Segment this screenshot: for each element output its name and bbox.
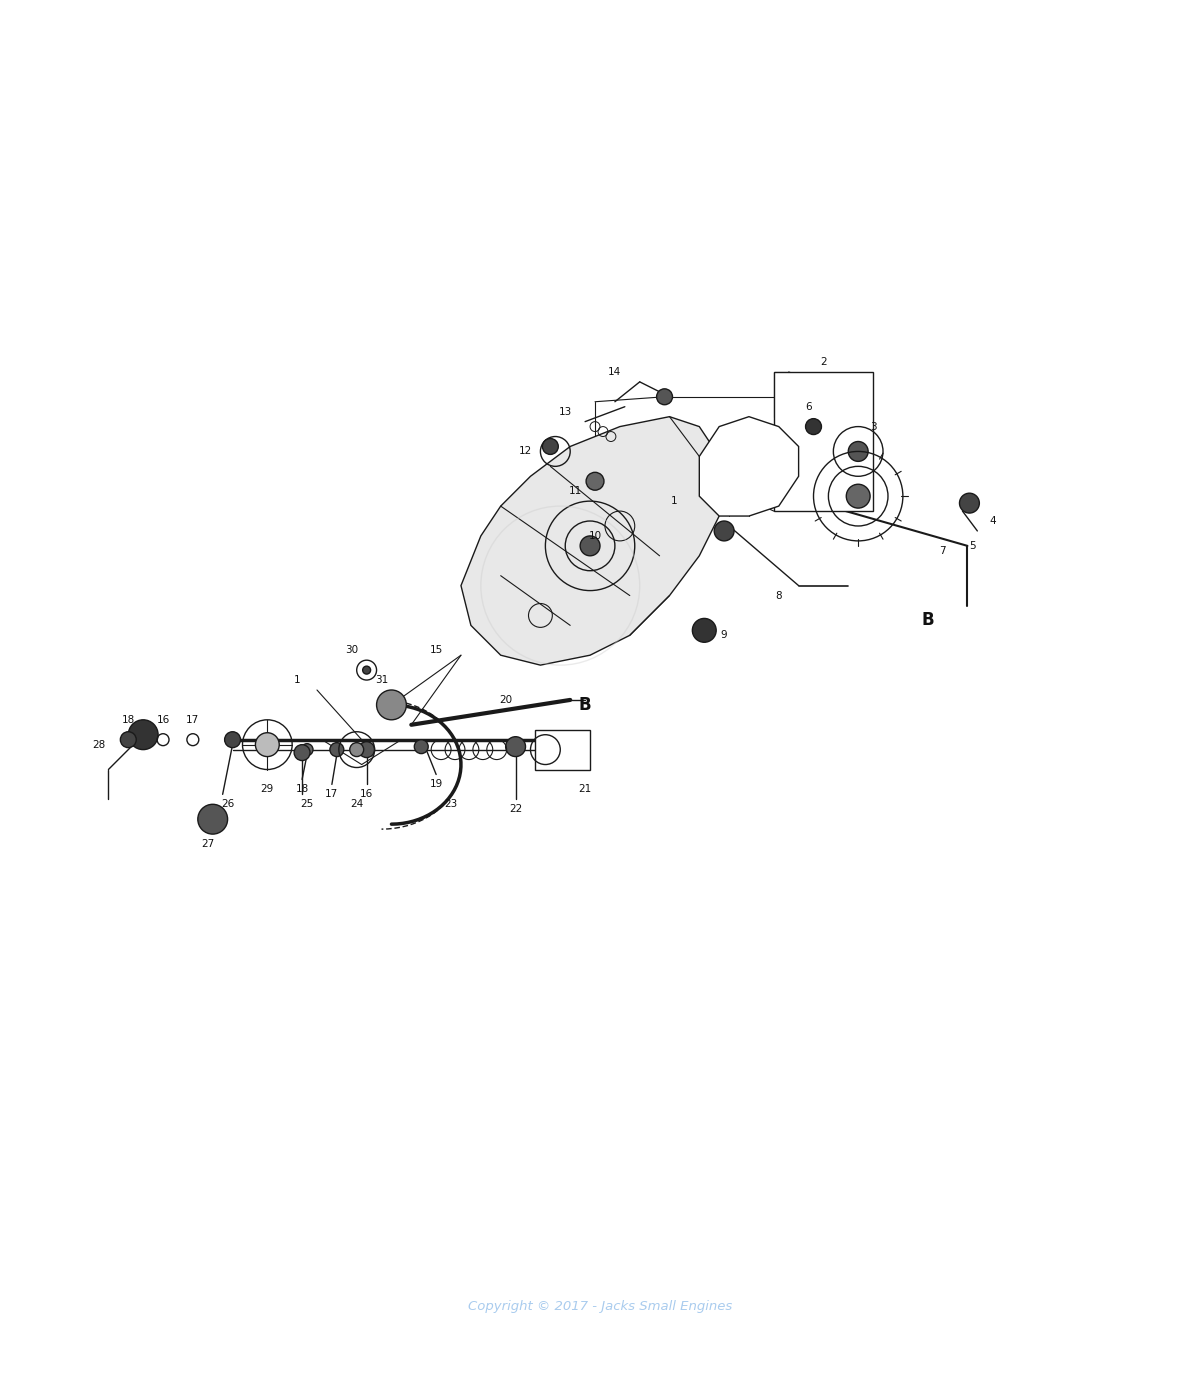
- Circle shape: [120, 732, 137, 748]
- Bar: [535, 730, 590, 770]
- Circle shape: [714, 521, 734, 540]
- Text: 20: 20: [499, 694, 512, 705]
- Circle shape: [330, 742, 343, 756]
- Text: 17: 17: [325, 789, 338, 799]
- Text: 19: 19: [430, 780, 443, 789]
- Text: 31: 31: [374, 675, 388, 685]
- Text: 12: 12: [518, 447, 532, 456]
- Circle shape: [805, 418, 822, 434]
- Text: 18: 18: [121, 715, 134, 725]
- Bar: [774, 371, 874, 512]
- Text: 4: 4: [989, 516, 996, 527]
- Text: B: B: [578, 696, 592, 714]
- Text: 6: 6: [805, 402, 812, 411]
- Text: 25: 25: [300, 799, 313, 810]
- Circle shape: [362, 666, 371, 674]
- Circle shape: [198, 804, 228, 835]
- Circle shape: [359, 741, 374, 758]
- Text: 7: 7: [940, 546, 946, 556]
- Circle shape: [301, 744, 313, 756]
- Text: 8: 8: [775, 590, 782, 601]
- Text: Copyright © 2017 - Jacks Small Engines: Copyright © 2017 - Jacks Small Engines: [468, 1299, 732, 1313]
- Text: ©: ©: [556, 591, 564, 600]
- Text: 9: 9: [721, 630, 727, 641]
- Text: 11: 11: [569, 487, 582, 496]
- Text: JACKS: JACKS: [540, 564, 581, 578]
- Circle shape: [377, 690, 407, 719]
- Circle shape: [294, 745, 310, 760]
- Text: B: B: [922, 612, 934, 630]
- Text: 17: 17: [186, 715, 199, 725]
- Circle shape: [848, 441, 868, 462]
- Circle shape: [224, 732, 240, 748]
- Circle shape: [414, 740, 428, 754]
- Circle shape: [586, 472, 604, 491]
- Text: 23: 23: [444, 799, 457, 810]
- Text: 21: 21: [578, 784, 592, 795]
- Text: 3: 3: [870, 422, 876, 432]
- Text: 27: 27: [202, 839, 215, 848]
- Text: 28: 28: [92, 740, 106, 749]
- Text: 13: 13: [559, 407, 572, 417]
- Text: 2: 2: [820, 358, 827, 367]
- Circle shape: [505, 737, 526, 756]
- Circle shape: [128, 719, 158, 749]
- Text: 5: 5: [970, 540, 976, 551]
- Text: 1: 1: [671, 496, 678, 506]
- Text: 10: 10: [588, 531, 601, 540]
- Polygon shape: [461, 417, 719, 666]
- Text: 22: 22: [509, 804, 522, 814]
- Circle shape: [960, 494, 979, 513]
- Text: 14: 14: [608, 367, 622, 377]
- Text: 16: 16: [156, 715, 169, 725]
- Polygon shape: [700, 417, 799, 516]
- Circle shape: [580, 536, 600, 556]
- Text: 29: 29: [260, 784, 274, 795]
- Text: 1: 1: [294, 675, 300, 685]
- Text: 30: 30: [346, 645, 359, 656]
- Text: 18: 18: [295, 784, 308, 795]
- Circle shape: [656, 389, 672, 404]
- Text: 16: 16: [360, 789, 373, 799]
- Text: 15: 15: [430, 645, 443, 656]
- Circle shape: [846, 484, 870, 509]
- Circle shape: [256, 733, 280, 756]
- Circle shape: [692, 619, 716, 642]
- Text: SMALL ENGINES: SMALL ENGINES: [523, 606, 598, 615]
- Circle shape: [542, 439, 558, 454]
- Circle shape: [349, 742, 364, 756]
- Text: 24: 24: [350, 799, 364, 810]
- Text: 26: 26: [221, 799, 234, 810]
